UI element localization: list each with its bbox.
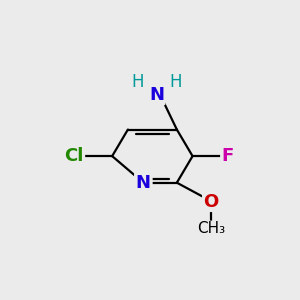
Text: CH₃: CH₃: [197, 221, 225, 236]
Text: N: N: [136, 174, 151, 192]
Text: Cl: Cl: [64, 147, 84, 165]
Text: O: O: [203, 193, 219, 211]
Text: F: F: [221, 147, 234, 165]
Text: H: H: [169, 73, 182, 91]
Text: N: N: [149, 86, 164, 104]
Text: H: H: [131, 73, 144, 91]
